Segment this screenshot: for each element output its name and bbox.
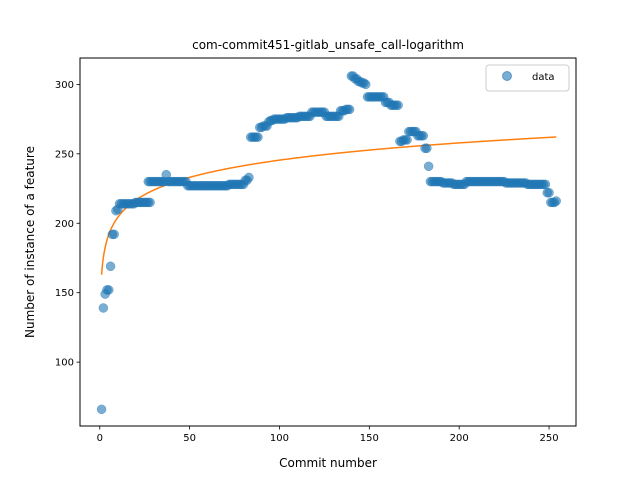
x-tick-label: 50	[183, 433, 196, 444]
data-point	[145, 197, 155, 208]
data-point	[253, 132, 263, 142]
data-point	[360, 79, 371, 90]
data-point	[422, 143, 432, 154]
data-point	[105, 261, 116, 272]
data-point	[551, 196, 561, 206]
data-point	[544, 187, 554, 198]
data-point	[96, 404, 107, 415]
x-tick-label: 150	[360, 433, 379, 444]
y-axis-title: Number of instance of a feature	[23, 146, 37, 338]
y-tick-label: 300	[55, 80, 74, 91]
legend-label: data	[532, 72, 555, 83]
plot-frame	[79, 57, 577, 427]
data-point	[540, 179, 551, 190]
y-tick-label: 100	[55, 358, 74, 369]
data-point	[109, 229, 119, 240]
data-point	[393, 100, 403, 110]
data-point	[423, 161, 434, 172]
chart-title: com-commit451-gitlab_unsafe_call-logarit…	[192, 38, 464, 52]
x-axis-title: Commit number	[279, 456, 377, 470]
data-point	[402, 135, 412, 145]
points-layer	[96, 71, 561, 415]
y-tick-label: 150	[55, 288, 74, 299]
legend-marker	[502, 71, 512, 81]
x-tick-label: 200	[450, 433, 469, 444]
x-tick-label: 100	[270, 433, 289, 444]
y-tick-label: 250	[55, 149, 74, 160]
x-tick-label: 0	[97, 433, 103, 444]
data-point	[244, 172, 254, 183]
y-tick-label: 200	[55, 219, 74, 230]
x-tick-label: 250	[539, 433, 558, 444]
data-point	[104, 285, 114, 295]
data-point	[418, 131, 428, 141]
x-axis: 0 50 100 150 200 250	[97, 426, 559, 444]
y-axis: 100 150 200 250 300	[55, 80, 80, 369]
data-point	[344, 104, 355, 115]
legend-box	[485, 64, 570, 92]
legend: data	[485, 64, 570, 92]
data-point	[98, 303, 109, 313]
